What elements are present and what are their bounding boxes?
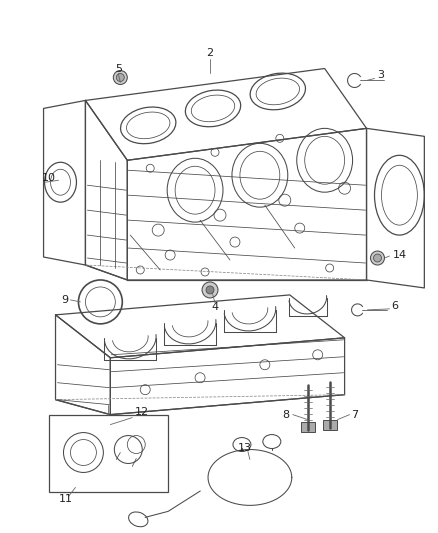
Text: 7: 7 [352, 410, 359, 419]
Text: 10: 10 [42, 173, 56, 183]
Ellipse shape [371, 251, 385, 265]
Text: 4: 4 [212, 302, 219, 312]
Text: 12: 12 [135, 407, 149, 417]
Ellipse shape [202, 282, 218, 298]
Text: 11: 11 [59, 495, 73, 504]
Text: 14: 14 [392, 250, 406, 260]
Text: 2: 2 [206, 47, 214, 58]
Text: 6: 6 [392, 301, 399, 311]
Text: 5: 5 [115, 63, 122, 74]
Text: 8: 8 [283, 410, 290, 419]
Bar [49, 415, 168, 492]
Text: 9: 9 [61, 295, 68, 305]
Ellipse shape [113, 70, 127, 84]
Text: 13: 13 [238, 442, 252, 453]
Text: 3: 3 [378, 70, 385, 80]
Bar [323, 419, 337, 430]
Ellipse shape [206, 286, 214, 294]
Bar [301, 422, 314, 432]
Ellipse shape [117, 74, 124, 82]
Ellipse shape [374, 254, 381, 262]
